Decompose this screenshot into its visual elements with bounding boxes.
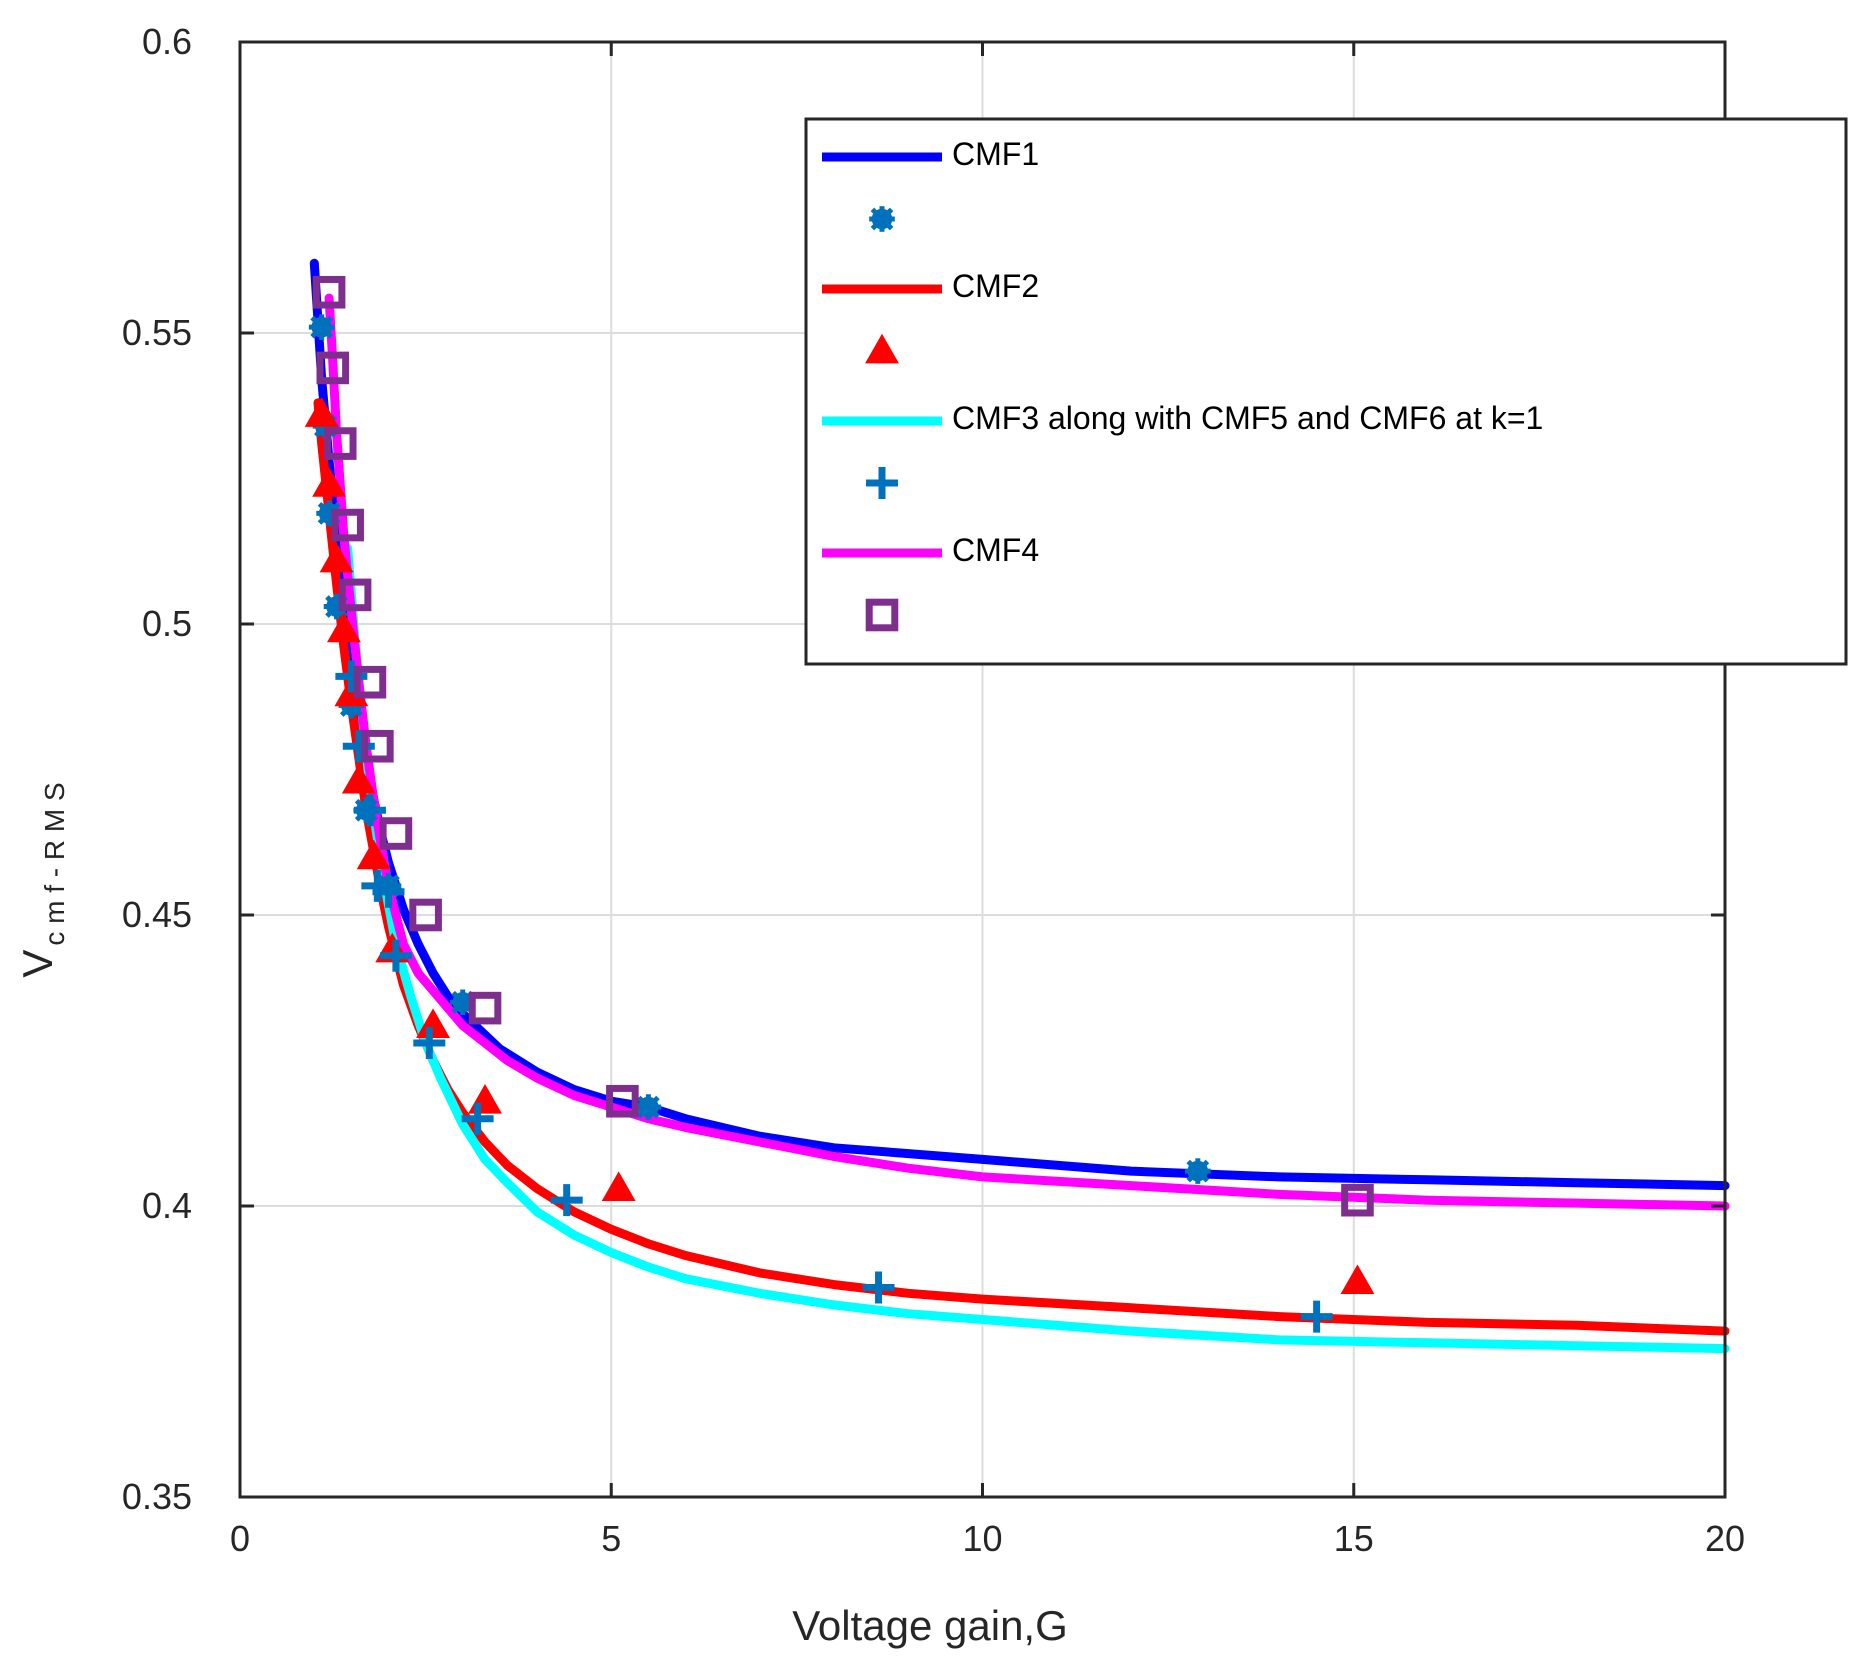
legend-box: [804, 117, 1848, 666]
data-point-cmf2-data: [601, 1171, 636, 1201]
data-point-cmf4-data: [361, 729, 394, 763]
data-point-cmf3-data: [413, 1027, 446, 1060]
legend-entry: CMF1: [822, 136, 1039, 172]
data-point-cmf3-data: [550, 1184, 583, 1217]
legend-entry: CMF3 along with CMF5 and CMF6 at k=1: [822, 400, 1543, 436]
data-point-cmf2-data: [1340, 1264, 1375, 1295]
data-point-cmf4-data: [338, 578, 372, 612]
legend-label: CMF1: [952, 136, 1039, 172]
x-tick-label: 10: [962, 1518, 1002, 1559]
data-point-cmf3-data: [379, 939, 412, 972]
y-tick-label: 0.55: [122, 312, 192, 353]
legend-label: CMF4: [952, 532, 1039, 568]
x-axis-label: Voltage gain,G: [792, 1602, 1068, 1649]
y-tick-label: 0.4: [142, 1185, 192, 1226]
y-axis-label-sub: c m f - R M S: [39, 782, 70, 945]
data-point-cmf1-data: [635, 1094, 662, 1120]
data-point-cmf3-data: [862, 1271, 895, 1304]
data-point-cmf4-data: [331, 508, 364, 542]
legend-entries: CMF1 CMF2 CMF3 along with CMF5 and CMF6 at…: [822, 136, 1543, 632]
y-tick-label: 0.6: [142, 21, 192, 62]
legend-entry: CMF2: [822, 268, 1039, 304]
legend-entry: CMF4: [822, 532, 1039, 568]
y-axis-label: Vc m f - R M S: [14, 782, 70, 977]
data-point-cmf2-data: [304, 397, 339, 427]
legend-swatch-triangle: [865, 333, 899, 364]
data-point-cmf3-data: [342, 730, 375, 763]
data-point-cmf2-data: [341, 763, 376, 794]
data-point-cmf3-data: [353, 794, 386, 827]
data-point-cmf4-data: [606, 1084, 639, 1118]
data-point-cmf4-data: [312, 275, 346, 309]
legend-entry: [869, 206, 895, 232]
data-point-cmf4-data: [353, 665, 387, 699]
data-point-cmf3-data: [461, 1102, 494, 1135]
legend-label: CMF3 along with CMF5 and CMF6 at k=1: [952, 400, 1543, 436]
data-point-cmf2-data: [319, 542, 354, 573]
data-point-cmf4-data: [323, 427, 357, 460]
data-point-cmf3-data: [372, 875, 405, 908]
data-point-cmf3-data: [1300, 1300, 1333, 1333]
legend-entry: [865, 333, 899, 364]
legend: CMF1 CMF2 CMF3 along with CMF5 and CMF6 at…: [804, 117, 1848, 666]
series-markers: [304, 275, 1375, 1333]
legend-swatch-plus: [866, 467, 898, 499]
data-point-cmf2-data: [416, 1008, 450, 1038]
legend-swatch-circle: [869, 206, 895, 232]
y-axis-label-main: V: [14, 950, 61, 978]
data-point-cmf4-data: [1341, 1183, 1374, 1217]
data-point-cmf2-data: [356, 839, 391, 870]
legend-label: CMF2: [952, 268, 1039, 304]
data-point-cmf3-data: [335, 660, 368, 693]
data-point-cmf2-data: [327, 612, 361, 643]
data-point-cmf4-data: [409, 898, 442, 932]
legend-swatch-square: [865, 598, 899, 632]
x-tick-label: 20: [1705, 1518, 1745, 1559]
data-point-cmf4-data: [379, 817, 413, 850]
data-point-cmf1-data: [1185, 1158, 1211, 1184]
data-point-cmf1-data: [308, 314, 335, 340]
y-tick-label: 0.35: [122, 1476, 192, 1517]
x-tick-label: 15: [1334, 1518, 1374, 1559]
x-tick-label: 0: [230, 1518, 250, 1559]
svg-text:Vc m f - R M S: Vc m f - R M S: [14, 782, 70, 977]
legend-entry: [865, 598, 899, 632]
y-tick-label: 0.5: [142, 603, 192, 644]
legend-entry: [866, 467, 898, 499]
data-point-cmf2-data: [312, 467, 347, 497]
data-point-cmf4-data: [316, 351, 350, 385]
tick-labels: 0 5 10 15 20 0.35 0.4 0.45 0.5 0.55 0.6: [122, 21, 1745, 1559]
y-tick-label: 0.45: [122, 894, 192, 935]
x-tick-label: 5: [601, 1518, 621, 1559]
data-point-cmf4-data: [468, 991, 502, 1025]
